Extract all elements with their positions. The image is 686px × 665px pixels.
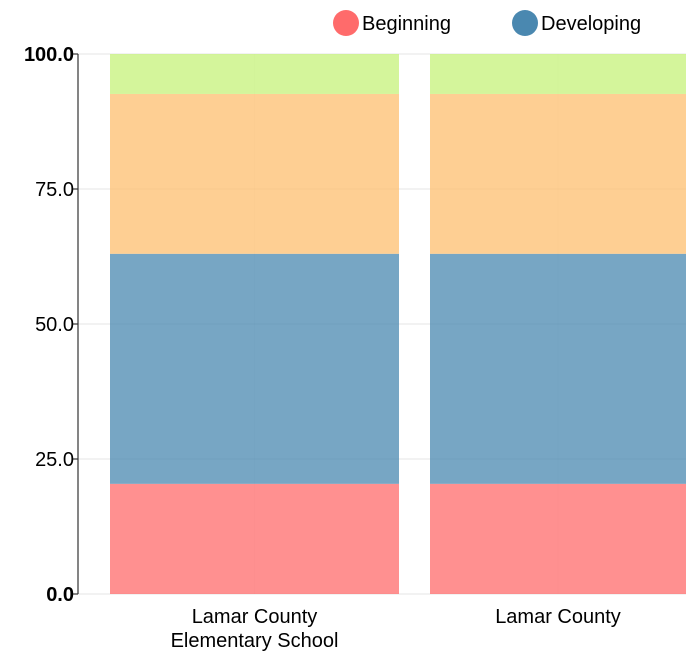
y-tick-label: 50.0: [35, 314, 74, 336]
legend: Beginning Developing: [333, 10, 641, 36]
y-tick-label: 0.0: [46, 584, 74, 606]
y-tick-label: 25.0: [35, 449, 74, 471]
legend-marker-beginning[interactable]: [333, 10, 359, 36]
bar-segment-series-4[interactable]: [110, 54, 399, 94]
bar-segment-developing[interactable]: [430, 253, 686, 484]
bars: [110, 54, 686, 594]
axes: 0.0 25.0 50.0 75.0 100.0 Lamar County Elementa…: [24, 44, 621, 652]
x-tick-label: Lamar County Elementary School: [171, 606, 339, 652]
y-tick-label: 100.0: [24, 44, 74, 66]
bar-segment-beginning[interactable]: [430, 483, 686, 594]
bar-segment-series-3[interactable]: [430, 93, 686, 254]
bar-segment-beginning[interactable]: [110, 483, 399, 594]
bar-segment-developing[interactable]: [110, 253, 399, 484]
legend-marker-developing[interactable]: [512, 10, 538, 36]
x-tick-label: Lamar County: [495, 606, 621, 628]
legend-label-developing[interactable]: Developing: [541, 13, 641, 35]
bar-segment-series-4[interactable]: [430, 54, 686, 94]
bar-segment-series-3[interactable]: [110, 93, 399, 254]
y-tick-label: 75.0: [35, 179, 74, 201]
legend-label-beginning[interactable]: Beginning: [362, 13, 451, 35]
